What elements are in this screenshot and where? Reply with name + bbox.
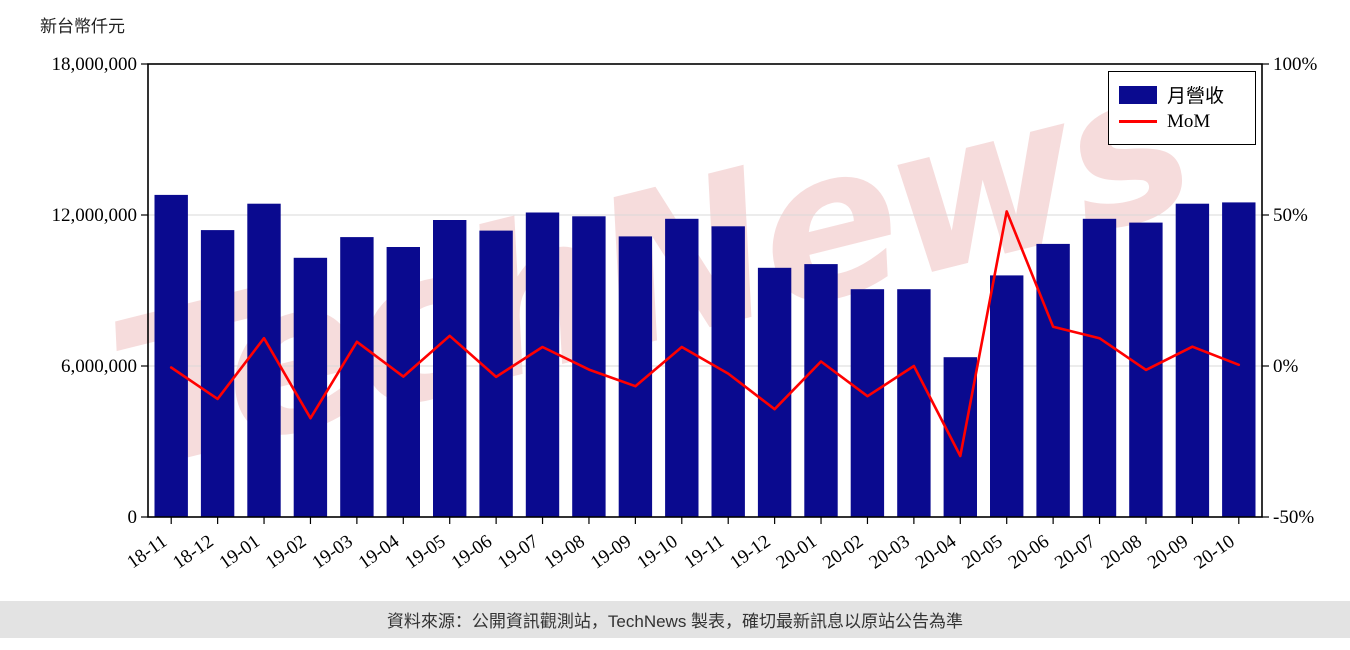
bar-19-12 <box>757 267 792 517</box>
x-tick-label: 19-02 <box>262 531 310 574</box>
left-tick-label: 12,000,000 <box>52 205 138 226</box>
x-tick-label: 19-05 <box>401 531 449 574</box>
legend: 月營收 MoM <box>1108 71 1256 145</box>
x-tick-label: 19-07 <box>494 531 542 574</box>
x-tick-label: 20-06 <box>1005 531 1053 574</box>
x-tick-label: 19-12 <box>726 531 774 574</box>
source-footer: 資料來源：公開資訊觀測站，TechNews 製表，確切最新訊息以原站公告為準 <box>0 601 1350 638</box>
x-tick-label: 20-07 <box>1051 531 1099 574</box>
x-tick-label: 19-04 <box>355 531 404 574</box>
x-tick-label: 20-08 <box>1097 531 1145 574</box>
bar-18-12 <box>200 230 235 517</box>
bar-19-07 <box>525 212 560 517</box>
mom-line <box>169 210 1241 458</box>
bar-20-03 <box>897 289 931 517</box>
x-tick-label: 20-04 <box>912 531 961 574</box>
legend-item-mom: MoM <box>1119 108 1243 135</box>
bar-20-04 <box>943 357 977 517</box>
bar-19-03 <box>340 237 374 517</box>
x-tick-label: 20-09 <box>1144 531 1192 574</box>
axis-tick-marks <box>141 63 1269 524</box>
bar-20-06 <box>1036 243 1070 517</box>
bar-19-04 <box>386 247 420 517</box>
revenue-bars <box>154 194 1256 518</box>
x-tick-label: 19-09 <box>587 531 635 574</box>
bar-19-08 <box>572 216 606 518</box>
x-tick-label: 20-05 <box>958 531 1006 574</box>
right-tick-label: -50% <box>1273 507 1314 528</box>
x-tick-label: 19-06 <box>448 531 496 574</box>
x-tick-label: 19-10 <box>633 531 681 574</box>
revenue-mom-chart: 0 6,000,000 12,000,000 18,000,000 -50% 0% 50% 1… <box>52 54 1318 574</box>
bar-20-02 <box>850 289 885 517</box>
gridlines <box>148 214 1262 367</box>
bar-19-11 <box>711 226 745 518</box>
x-tick-label: 20-02 <box>819 531 867 574</box>
revenue-bar-swatch <box>1119 85 1157 104</box>
bar-20-09 <box>1175 203 1210 517</box>
bar-19-01 <box>247 203 281 517</box>
x-tick-label: 20-01 <box>773 531 821 574</box>
right-tick-label: 50% <box>1273 205 1308 226</box>
mom-line-swatch <box>1119 120 1157 123</box>
x-tick-label: 18-11 <box>123 531 171 573</box>
left-axis-title: 新台幣仟元 <box>40 17 125 36</box>
bar-20-07 <box>1082 218 1117 518</box>
right-tick-label: 100% <box>1273 54 1318 75</box>
bar-19-05 <box>433 220 467 517</box>
left-tick-label: 18,000,000 <box>52 54 138 75</box>
x-tick-label: 19-08 <box>540 531 588 574</box>
bar-18-11 <box>154 194 188 517</box>
left-tick-label: 0 <box>128 507 138 528</box>
plot-border <box>147 63 1263 518</box>
x-tick-label: 19-01 <box>216 531 264 574</box>
x-tick-label: 20-10 <box>1190 531 1238 574</box>
bar-19-10 <box>665 218 699 518</box>
legend-mom-label: MoM <box>1167 110 1211 132</box>
bar-19-02 <box>293 257 328 517</box>
x-tick-label: 18-12 <box>169 531 217 574</box>
x-tick-label: 19-11 <box>680 531 728 573</box>
bar-20-05 <box>990 275 1024 517</box>
left-tick-label: 6,000,000 <box>61 356 137 377</box>
bar-19-06 <box>479 230 513 517</box>
x-tick-label: 19-03 <box>308 531 356 574</box>
x-tick-label: 20-03 <box>865 531 913 574</box>
legend-item-revenue: 月營收 <box>1119 81 1243 108</box>
legend-revenue-label: 月營收 <box>1167 86 1225 107</box>
bar-20-01 <box>804 264 838 517</box>
right-tick-label: 0% <box>1273 356 1299 377</box>
